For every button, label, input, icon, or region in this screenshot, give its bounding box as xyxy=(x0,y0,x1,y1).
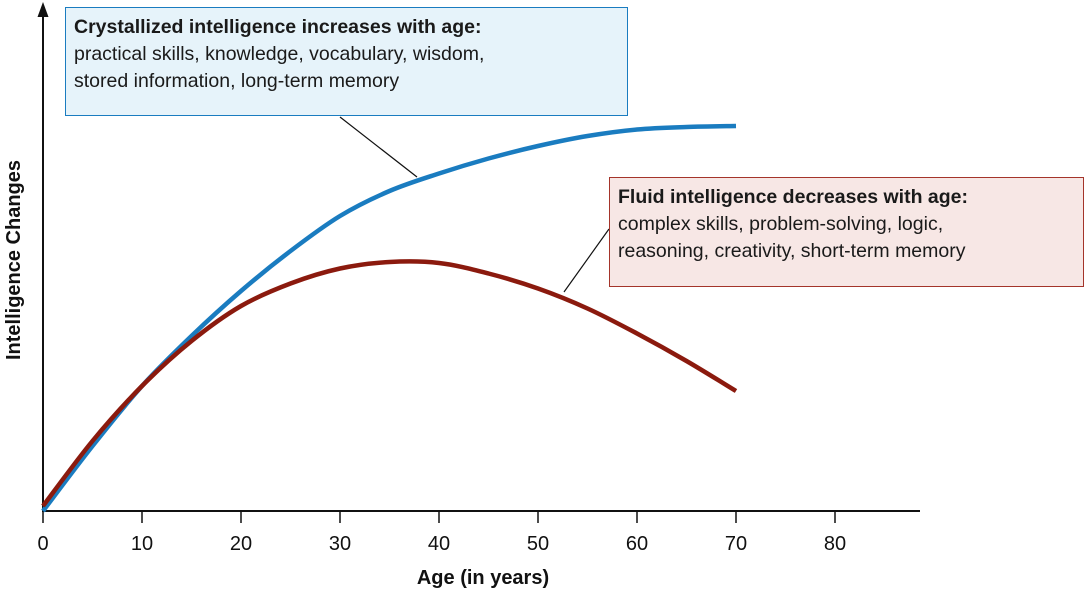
crystallized-callout-line: practical skills, knowledge, vocabulary,… xyxy=(74,43,485,65)
crystallized-leader-line xyxy=(339,116,418,178)
fluid-callout-line: complex skills, problem-solving, logic, xyxy=(618,213,944,235)
fluid-callout-line: reasoning, creativity, short-term memory xyxy=(618,240,966,262)
crystallized-callout-line: stored information, long-term memory xyxy=(74,70,400,92)
y-axis-title: Intelligence Changes xyxy=(3,160,25,360)
x-tick-label: 30 xyxy=(329,533,351,555)
fluid-leader-line xyxy=(563,228,610,293)
x-axis-title: Age (in years) xyxy=(417,567,549,589)
y-axis-arrow-icon xyxy=(37,2,49,17)
crystallized-callout: Crystallized intelligence increases with… xyxy=(65,7,628,116)
crystallized-callout-title: Crystallized intelligence increases with… xyxy=(74,16,482,38)
x-tick-label: 50 xyxy=(527,533,549,555)
x-tick-label: 60 xyxy=(626,533,648,555)
fluid-callout: Fluid intelligence decreases with age: c… xyxy=(609,177,1084,287)
x-tick-label: 10 xyxy=(131,533,153,555)
x-tick-label: 80 xyxy=(824,533,846,555)
x-tick-label: 0 xyxy=(37,533,48,555)
fluid-intelligence-line xyxy=(41,259,738,508)
x-tick-label: 20 xyxy=(230,533,252,555)
x-tick-label: 40 xyxy=(428,533,450,555)
fluid-callout-title: Fluid intelligence decreases with age: xyxy=(618,186,969,208)
x-tick-label: 70 xyxy=(725,533,747,555)
